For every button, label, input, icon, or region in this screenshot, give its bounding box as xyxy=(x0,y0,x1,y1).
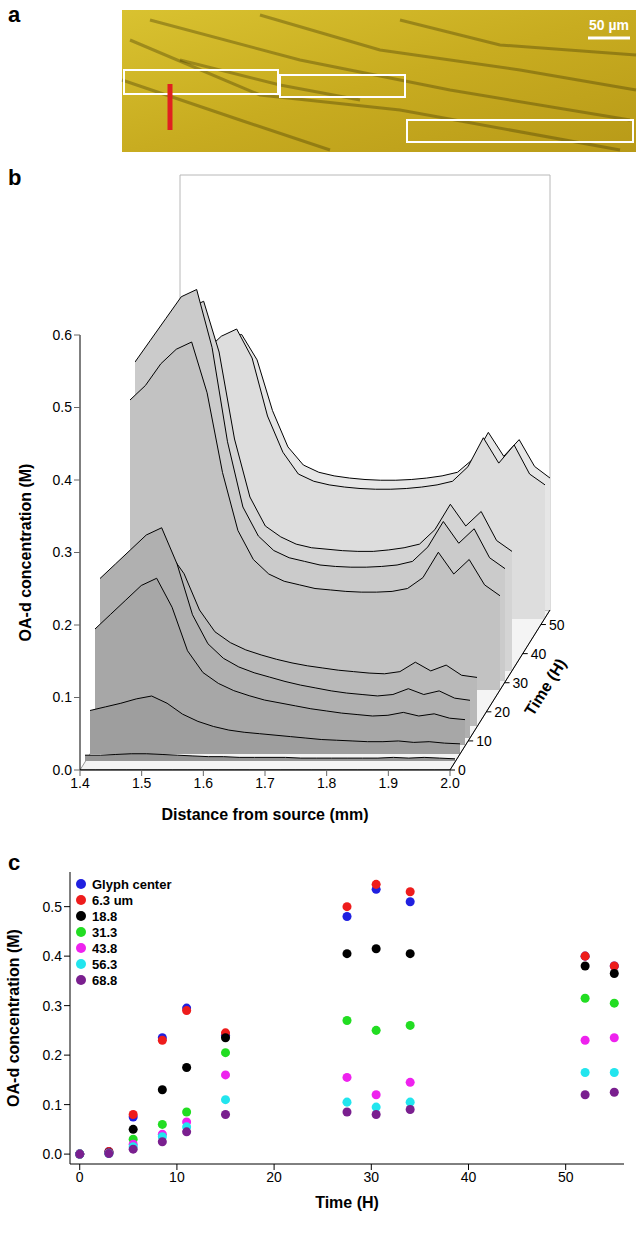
svg-text:0.2: 0.2 xyxy=(53,617,73,633)
svg-text:30: 30 xyxy=(364,1169,380,1185)
svg-text:0.4: 0.4 xyxy=(43,948,63,964)
svg-text:Time (H): Time (H) xyxy=(521,656,569,719)
svg-text:50: 50 xyxy=(549,617,565,633)
html-text:b: b xyxy=(8,165,22,190)
html-text:31.3: 31.3 xyxy=(92,924,118,940)
html-text:56.3: 56.3 xyxy=(92,956,118,972)
svg-text:1.9: 1.9 xyxy=(379,775,399,791)
svg-text:1.7: 1.7 xyxy=(255,775,275,791)
svg-text:OA-d concentration (M): OA-d concentration (M) xyxy=(17,464,34,642)
svg-text:0.4: 0.4 xyxy=(53,472,73,488)
svg-text:40: 40 xyxy=(531,646,547,662)
html-text:6.3 um: 6.3 um xyxy=(92,892,134,908)
svg-text:0.0: 0.0 xyxy=(43,1146,63,1162)
svg-text:20: 20 xyxy=(494,704,510,720)
svg-text:2.0: 2.0 xyxy=(440,775,460,791)
svg-text:0.5: 0.5 xyxy=(53,399,73,415)
svg-text:30: 30 xyxy=(513,675,529,691)
svg-text:1.6: 1.6 xyxy=(194,775,214,791)
html-text:68.8: 68.8 xyxy=(92,972,118,988)
svg-text:1.5: 1.5 xyxy=(132,775,152,791)
svg-text:10: 10 xyxy=(169,1169,185,1185)
svg-text:0.6: 0.6 xyxy=(53,327,73,343)
svg-text:10: 10 xyxy=(476,733,492,749)
svg-text:Time (H): Time (H) xyxy=(315,1194,379,1211)
svg-text:1.8: 1.8 xyxy=(317,775,337,791)
html-text:a: a xyxy=(8,2,21,27)
html-text:18.8: 18.8 xyxy=(92,908,118,924)
svg-text:0: 0 xyxy=(76,1169,84,1185)
svg-text:1.4: 1.4 xyxy=(70,775,90,791)
html-text:43.8: 43.8 xyxy=(92,940,118,956)
svg-text:0.1: 0.1 xyxy=(53,689,73,705)
svg-text:0.5: 0.5 xyxy=(43,899,63,915)
html-text:c: c xyxy=(8,850,21,875)
svg-text:40: 40 xyxy=(461,1169,477,1185)
svg-text:0.2: 0.2 xyxy=(43,1047,63,1063)
svg-text:50 µm: 50 µm xyxy=(589,17,629,33)
svg-text:20: 20 xyxy=(266,1169,282,1185)
svg-text:OA-d concentration (M): OA-d concentration (M) xyxy=(5,929,22,1107)
svg-text:0.3: 0.3 xyxy=(43,998,63,1014)
svg-text:50: 50 xyxy=(558,1169,574,1185)
svg-text:0.1: 0.1 xyxy=(43,1097,63,1113)
svg-text:0.3: 0.3 xyxy=(53,544,73,560)
svg-text:0.0: 0.0 xyxy=(53,762,73,778)
svg-text:Distance from source (mm): Distance from source (mm) xyxy=(161,806,368,823)
svg-text:0: 0 xyxy=(458,762,466,778)
html-text:Glyph center: Glyph center xyxy=(92,876,172,892)
